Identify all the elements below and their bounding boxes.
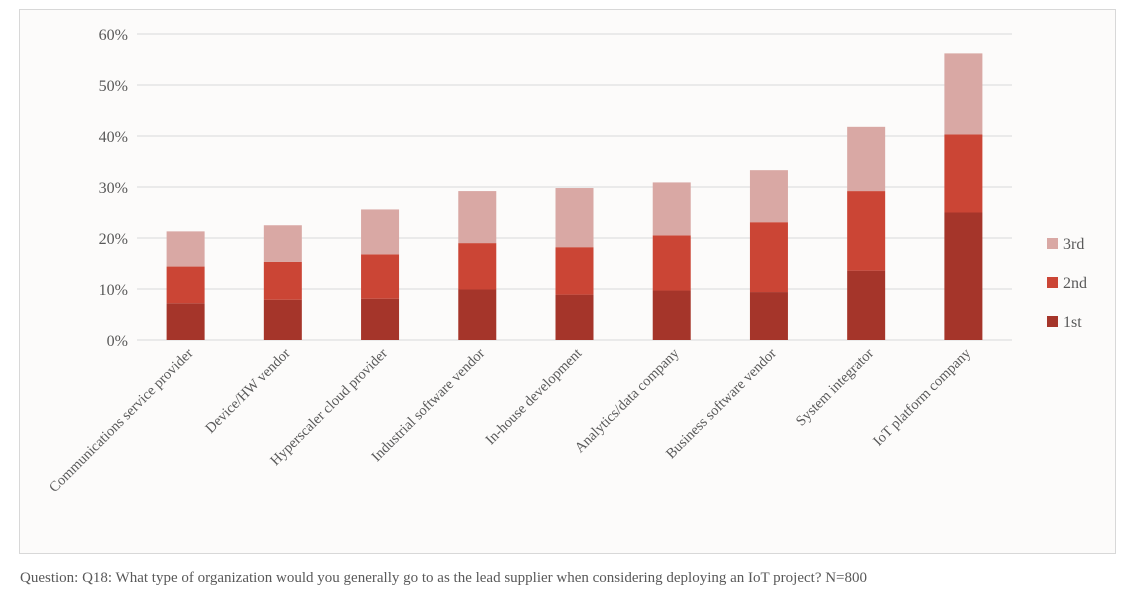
bar-segment-3rd	[166, 231, 205, 267]
bar-segment-3rd	[361, 209, 400, 255]
bar-segment-1st	[847, 270, 886, 340]
x-category-label: Business software vendor	[663, 345, 780, 462]
y-axis-tick-labels: 0% 10% 20% 30% 40% 50% 60%	[99, 27, 128, 350]
x-category-label: In-house development	[483, 346, 586, 449]
bar-segment-3rd	[458, 191, 497, 244]
x-category-label: System integrator	[793, 345, 877, 429]
bar-segment-3rd	[263, 225, 302, 262]
bar-segment-3rd	[749, 170, 788, 223]
legend-label: 1st	[1063, 314, 1082, 331]
bar-segment-2nd	[555, 247, 594, 295]
bar-segment-1st	[458, 289, 497, 340]
bar-segment-2nd	[166, 266, 205, 304]
bar-segment-1st	[263, 299, 302, 340]
y-tick-label: 10%	[99, 282, 128, 299]
chart-frame: 0% 10% 20% 30% 40% 50% 60% Communications serv…	[19, 9, 1116, 554]
y-tick-label: 40%	[99, 129, 128, 146]
stacked-bar-chart: 0% 10% 20% 30% 40% 50% 60% Communications serv…	[46, 27, 1087, 496]
x-axis-category-labels: Communications service provider Device/HW…	[46, 345, 975, 496]
bar-segment-2nd	[944, 134, 983, 213]
y-tick-label: 30%	[99, 180, 128, 197]
footnote: Question: Q18: What type of organization…	[20, 570, 868, 586]
bar-segment-1st	[166, 303, 205, 340]
y-tick-label: 0%	[107, 333, 128, 350]
legend-label: 2nd	[1063, 275, 1087, 292]
x-category-label: Device/HW vendor	[203, 345, 294, 436]
bar-segment-3rd	[555, 188, 594, 248]
bar-segment-2nd	[847, 191, 886, 271]
bar-segment-1st	[944, 212, 983, 340]
y-tick-label: 20%	[99, 231, 128, 248]
legend-swatch-1st	[1047, 316, 1058, 327]
bar-segment-1st	[555, 294, 594, 340]
x-category-label: Communications service provider	[46, 345, 196, 495]
bar-segment-1st	[652, 290, 691, 340]
x-category-label: Industrial software vendor	[369, 345, 489, 465]
x-category-label: IoT platform company	[870, 345, 974, 449]
legend: 3rd 2nd 1st	[1047, 236, 1087, 331]
bar-segment-2nd	[749, 222, 788, 293]
bar-segment-2nd	[263, 261, 302, 300]
bar-segment-1st	[361, 298, 400, 340]
legend-swatch-2nd	[1047, 277, 1058, 288]
bar-segment-3rd	[847, 126, 886, 192]
bar-segment-2nd	[458, 243, 497, 290]
bar-segment-2nd	[361, 254, 400, 299]
bar-segment-3rd	[652, 182, 691, 236]
bar-segment-2nd	[652, 235, 691, 291]
x-category-label: Analytics/data company	[572, 345, 683, 456]
legend-swatch-3rd	[1047, 238, 1058, 249]
y-tick-label: 50%	[99, 78, 128, 95]
bar-segment-1st	[749, 292, 788, 340]
legend-label: 3rd	[1063, 236, 1084, 253]
bars	[166, 53, 983, 340]
y-tick-label: 60%	[99, 27, 128, 44]
bar-segment-3rd	[944, 53, 983, 135]
